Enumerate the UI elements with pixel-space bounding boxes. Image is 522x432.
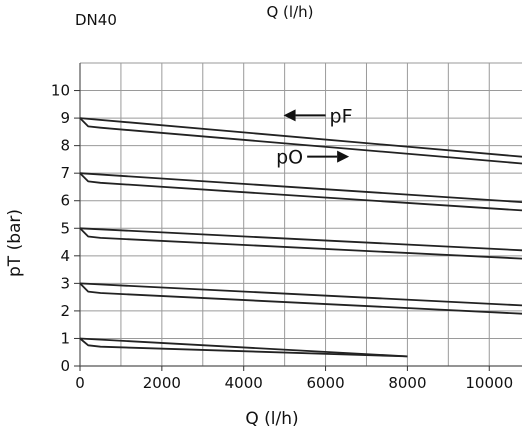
x-tick-label: 0 <box>75 374 85 392</box>
series-line-po-1 <box>79 337 408 358</box>
y-tick-label: 4 <box>60 247 70 265</box>
chart-title: DN40 <box>75 11 117 29</box>
series-lines <box>79 117 522 358</box>
annotation-arrowhead-po <box>337 150 350 163</box>
y-tick-label: 6 <box>60 192 70 210</box>
annotations: pF pO <box>276 105 352 168</box>
series-line-po-9 <box>79 117 522 165</box>
annotation-arrowhead-pf <box>283 109 296 122</box>
x-tick-label: 6000 <box>306 374 344 392</box>
series-line-po-3 <box>79 282 522 315</box>
series-line-pf-3 <box>79 282 522 307</box>
x-tick-label: 4000 <box>225 374 263 392</box>
y-tick-label: 5 <box>60 219 70 237</box>
y-tick-label: 0 <box>60 357 70 375</box>
y-tick-label: 9 <box>60 109 70 127</box>
annotation-label-pf: pF <box>330 105 353 127</box>
grid <box>80 62 522 366</box>
annotation-label-po: pO <box>276 147 303 169</box>
plot-frame <box>79 63 522 367</box>
series-line-po-7 <box>79 172 522 212</box>
y-tick-label: 8 <box>60 137 70 155</box>
series-line-pf-5 <box>79 227 522 252</box>
y-tick-label: 2 <box>60 302 70 320</box>
x-tick-label: 10000 <box>465 374 513 392</box>
tick-labels: 0 1 2 3 4 5 6 7 8 9 10 0 2000 4000 6000 8000 10000 <box>51 82 513 392</box>
y-tick-label: 10 <box>51 82 70 100</box>
series-line-pf-9 <box>79 117 522 158</box>
series-line-po-5 <box>79 227 522 260</box>
y-tick-label: 3 <box>60 274 70 292</box>
top-axis-label: Q (l/h) <box>266 3 313 21</box>
x-tick-label: 8000 <box>388 374 426 392</box>
series-line-pf-1 <box>79 337 408 358</box>
x-tick-label: 2000 <box>143 374 181 392</box>
y-tick-label: 1 <box>60 329 70 347</box>
y-axis-label: pT (bar) <box>5 209 25 277</box>
series-line-pf-7 <box>79 172 522 203</box>
x-axis-label: Q (l/h) <box>245 409 298 429</box>
y-tick-label: 7 <box>60 164 70 182</box>
